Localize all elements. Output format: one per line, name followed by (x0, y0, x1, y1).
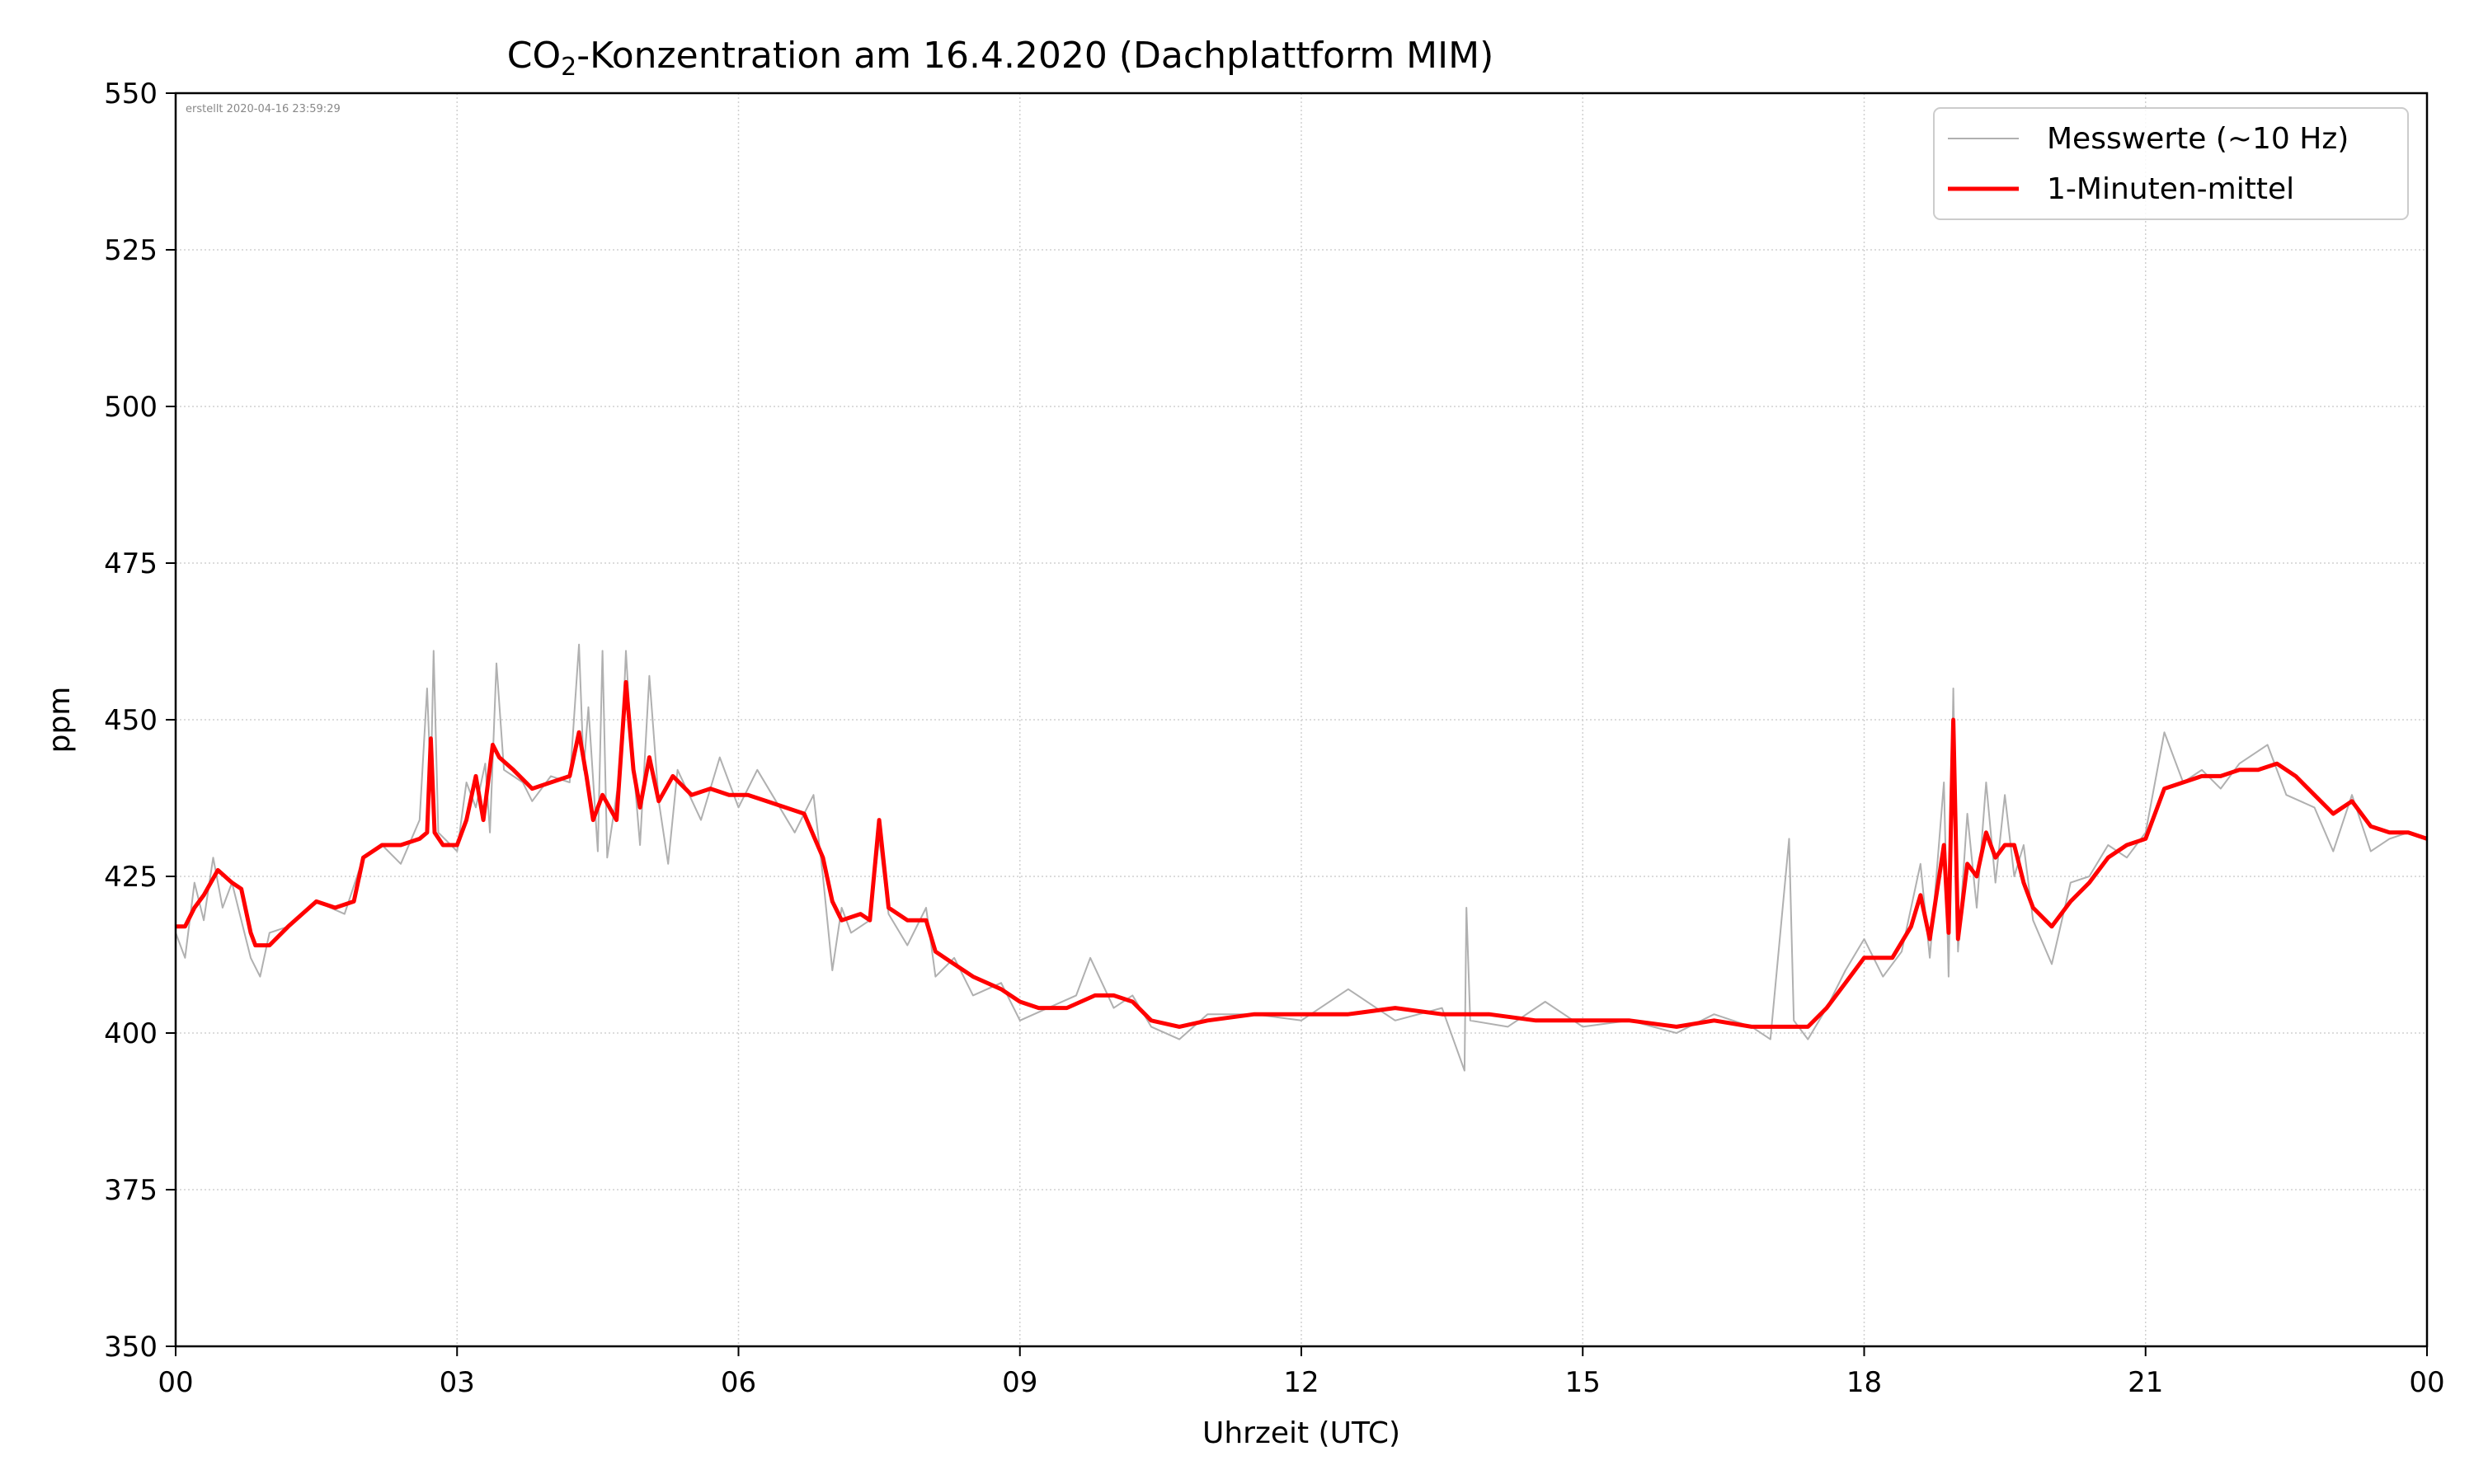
x-tick-label: 00 (158, 1366, 193, 1399)
x-tick-label: 12 (1283, 1366, 1319, 1399)
x-tick-label: 15 (1565, 1366, 1601, 1399)
x-tick-label: 21 (2128, 1366, 2163, 1399)
axis-ticks: 00 03 06 09 12 15 18 21 003503754004254504755005… (104, 77, 2445, 1399)
y-tick-label: 425 (104, 861, 158, 894)
y-tick-label: 450 (104, 704, 158, 737)
y-tick-label: 350 (104, 1331, 158, 1364)
legend: Messwerte (~10 Hz) 1-Minuten-mittel (1933, 107, 2409, 220)
y-tick-label: 550 (104, 77, 158, 110)
creation-stamp: erstellt 2020-04-16 23:59:29 (186, 103, 341, 115)
legend-label-minutenmittel: 1-Minuten-mittel (2047, 172, 2294, 206)
chart-title: CO2-Konzentration am 16.4.2020 (Dachplat… (507, 35, 1494, 82)
y-tick-label: 375 (104, 1174, 158, 1207)
x-tick-label: 00 (2409, 1366, 2444, 1399)
y-tick-label: 525 (104, 234, 158, 267)
x-tick-label: 06 (721, 1366, 756, 1399)
y-tick-label: 500 (104, 391, 158, 424)
y-tick-label: 475 (104, 547, 158, 580)
y-axis-label: ppm (43, 687, 77, 754)
x-tick-label: 18 (1846, 1366, 1882, 1399)
series-minutenmittel-line (176, 679, 2428, 1029)
series-layer (175, 643, 2428, 1072)
legend-label-messwerte: Messwerte (~10 Hz) (2047, 122, 2349, 156)
x-tick-label: 09 (1002, 1366, 1037, 1399)
y-tick-label: 400 (104, 1017, 158, 1050)
x-axis-label: Uhrzeit (UTC) (1202, 1416, 1400, 1450)
x-tick-label: 03 (440, 1366, 475, 1399)
legend-box (1933, 107, 2409, 220)
series-messwerte-line (175, 643, 2428, 1072)
